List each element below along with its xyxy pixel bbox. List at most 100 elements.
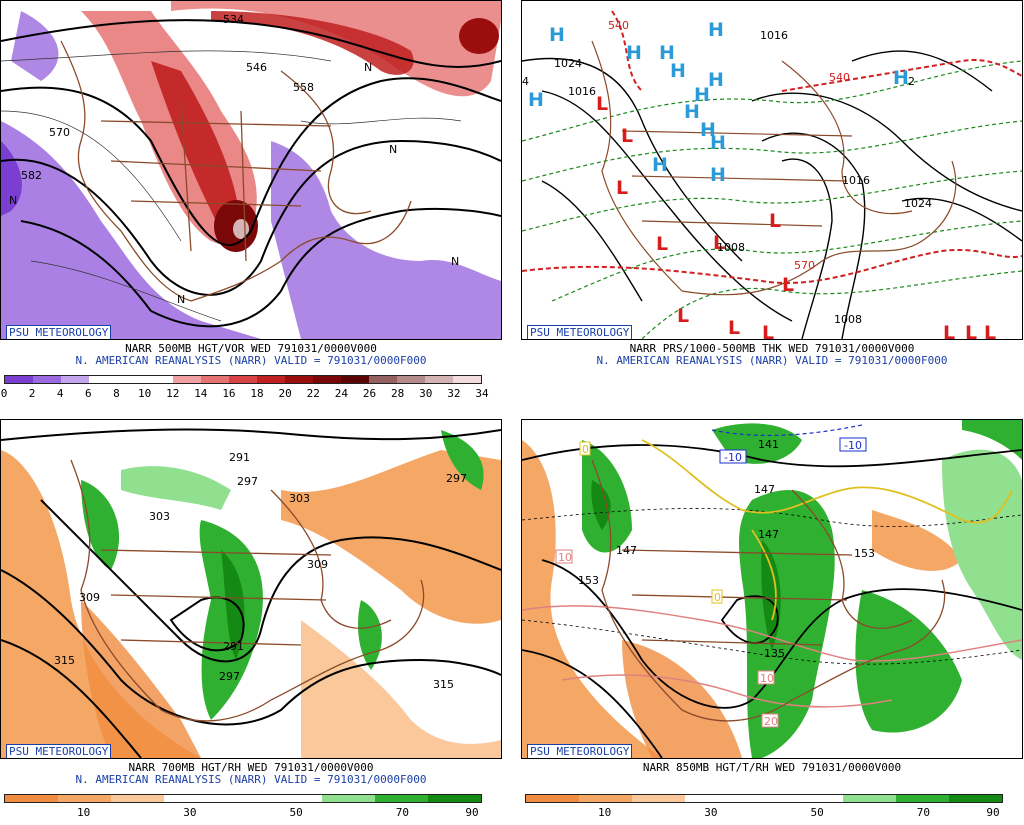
svg-text:309: 309 — [79, 591, 100, 604]
svg-text:N: N — [364, 61, 372, 74]
colorbar-tick-label: 30 — [419, 387, 433, 400]
svg-text:H: H — [700, 119, 716, 141]
svg-text:291: 291 — [223, 640, 244, 653]
svg-text:135: 135 — [764, 647, 785, 660]
svg-text:147: 147 — [754, 483, 775, 496]
svg-text:315: 315 — [54, 654, 75, 667]
svg-text:L: L — [769, 210, 781, 232]
colorbar-tick-label: 28 — [391, 387, 405, 400]
svg-text:H: H — [694, 84, 710, 106]
svg-text:N: N — [451, 255, 459, 268]
panel-title: NARR 500MB HGT/VOR WED 791031/0000V000 — [125, 342, 377, 355]
svg-text:0: 0 — [714, 591, 721, 604]
svg-text:L: L — [596, 93, 608, 115]
panel-700mb: 291 297 303 303 309 309 315 315 291 297 … — [0, 419, 502, 825]
svg-text:H: H — [659, 42, 675, 64]
colorbar-swatch — [163, 795, 217, 802]
svg-text:1016: 1016 — [842, 174, 870, 187]
colorbar-labels-700mb: 10 30 50 70 90 — [0, 806, 502, 820]
colorbar-swatch — [173, 376, 201, 383]
svg-text:-10: -10 — [724, 451, 742, 464]
colorbar-tick-label: 20 — [278, 387, 292, 400]
colorbar-tick-label: 10 — [77, 806, 91, 819]
colorbar-tick-label: 24 — [334, 387, 349, 400]
psu-badge: PSU METEOROLOGY — [527, 744, 633, 758]
colorbar-tick-label: 10 — [137, 387, 152, 400]
colorbar-tick-label: 30 — [183, 806, 197, 819]
colorbar-swatch — [285, 376, 313, 383]
colorbar-swatch — [257, 376, 285, 383]
colorbar-swatch — [5, 795, 58, 802]
svg-text:147: 147 — [758, 528, 779, 541]
svg-text:H: H — [549, 24, 565, 46]
psu-badge: PSU METEOROLOGY — [527, 325, 633, 339]
svg-text:L: L — [965, 322, 977, 339]
svg-text:546: 546 — [246, 61, 267, 74]
svg-text:303: 303 — [289, 492, 310, 505]
colorbar-swatch — [526, 795, 579, 802]
svg-text:10: 10 — [558, 551, 572, 564]
colorbar-swatch — [425, 376, 453, 383]
svg-text:291: 291 — [229, 451, 250, 464]
svg-text:N: N — [9, 194, 17, 207]
map-700mb: 291 297 303 303 309 309 315 315 291 297 … — [0, 419, 502, 759]
panel-subtitle: N. AMERICAN REANALYSIS (NARR) VALID = 79… — [75, 354, 427, 367]
colorbar-swatch — [949, 795, 1003, 802]
map-850mb: 141 147 147 147 153 153 135 -10 -10 10 1… — [521, 419, 1023, 759]
panel-500mb: 534 546 558 570 582 N N N N N PSU METEOR… — [0, 0, 502, 406]
colorbar-swatch — [117, 376, 145, 383]
panel-title: NARR PRS/1000-500MB THK WED 791031/0000V… — [629, 342, 915, 355]
svg-text:540: 540 — [608, 19, 629, 32]
svg-text:H: H — [708, 19, 724, 41]
panel-850mb: 141 147 147 147 153 153 135 -10 -10 10 1… — [521, 419, 1023, 825]
svg-text:1024: 1024 — [904, 197, 932, 210]
svg-text:309: 309 — [307, 558, 328, 571]
svg-text:153: 153 — [854, 547, 875, 560]
svg-text:303: 303 — [149, 510, 170, 523]
colorbar-swatch — [375, 795, 429, 802]
svg-text:H: H — [893, 67, 909, 89]
map-sfc: H H H H H H H H H H H H H H L L L L L — [521, 0, 1023, 340]
colorbar-swatch — [89, 376, 117, 383]
svg-text:540: 540 — [829, 71, 850, 84]
svg-text:L: L — [616, 177, 628, 199]
colorbar-tick-label: 14 — [194, 387, 208, 400]
colorbar-tick-label: 22 — [306, 387, 320, 400]
colorbar-swatch — [790, 795, 844, 802]
svg-text:L: L — [782, 274, 794, 296]
colorbar-swatch — [322, 795, 376, 802]
colorbar-swatch — [369, 376, 397, 383]
colorbar-swatch — [684, 795, 738, 802]
panel-title: NARR 850MB HGT/T/RH WED 791031/0000V000 — [642, 761, 902, 774]
psu-badge: PSU METEOROLOGY — [6, 744, 112, 758]
panel-subtitle: N. AMERICAN REANALYSIS (NARR) VALID = 79… — [596, 354, 948, 367]
svg-text:H: H — [708, 69, 724, 91]
svg-text:582: 582 — [21, 169, 42, 182]
colorbar-swatch — [201, 376, 229, 383]
colorbar-swatch — [737, 795, 791, 802]
svg-text:H: H — [626, 42, 642, 64]
svg-text:1016: 1016 — [760, 29, 788, 42]
svg-text:L: L — [943, 322, 955, 339]
colorbar-swatch — [110, 795, 164, 802]
colorbar-tick-label: 90 — [986, 806, 1000, 819]
colorbar-tick-label: 70 — [395, 806, 409, 819]
svg-text:H: H — [684, 101, 700, 123]
colorbar-tick-label: 26 — [362, 387, 377, 400]
svg-text:L: L — [713, 232, 725, 254]
colorbar-labels-850mb: 10 30 50 70 90 — [521, 806, 1023, 820]
svg-text:4: 4 — [522, 75, 529, 88]
svg-text:L: L — [984, 322, 996, 339]
map-500mb: 534 546 558 570 582 N N N N N PSU METEOR… — [0, 0, 502, 340]
svg-text:L: L — [728, 317, 740, 339]
svg-text:558: 558 — [293, 81, 314, 94]
svg-text:20: 20 — [764, 715, 778, 728]
svg-text:570: 570 — [49, 126, 70, 139]
svg-text:297: 297 — [446, 472, 467, 485]
panel-title: NARR 700MB HGT/RH WED 791031/0000V000 — [128, 761, 374, 774]
svg-text:1008: 1008 — [717, 241, 745, 254]
psu-badge: PSU METEOROLOGY — [6, 325, 112, 339]
colorbar-tick-label: 6 — [85, 387, 92, 400]
svg-text:H: H — [670, 60, 686, 82]
colorbar-labels-500mb: 0 2 4 6 8 10 12 14 16 18 20 22 24 26 28 30 32 34 — [0, 387, 502, 401]
